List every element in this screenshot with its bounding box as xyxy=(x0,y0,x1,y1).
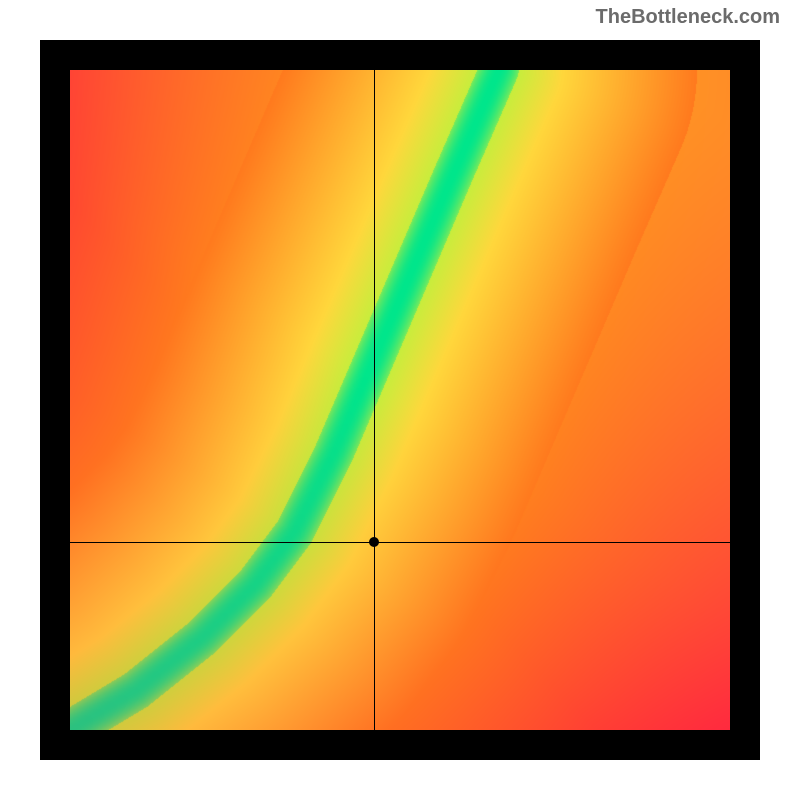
crosshair-vertical xyxy=(374,70,375,730)
plot-frame xyxy=(40,40,760,760)
chart-container: TheBottleneck.com xyxy=(0,0,800,800)
watermark-text: TheBottleneck.com xyxy=(596,6,780,29)
heatmap-canvas xyxy=(70,70,730,730)
crosshair-horizontal xyxy=(70,542,730,543)
marker-dot xyxy=(369,537,379,547)
plot-inner xyxy=(70,70,730,730)
